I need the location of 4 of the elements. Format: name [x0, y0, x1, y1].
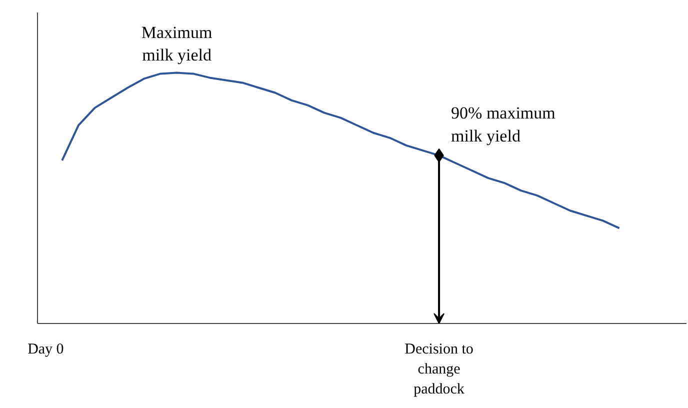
annotation: 90% maximum milk yield: [451, 104, 556, 146]
text: Maximum milk yield: [141, 22, 212, 65]
x-tick-label: Decision to change paddock: [404, 342, 474, 398]
x-tick-label: Day 0: [28, 342, 64, 358]
